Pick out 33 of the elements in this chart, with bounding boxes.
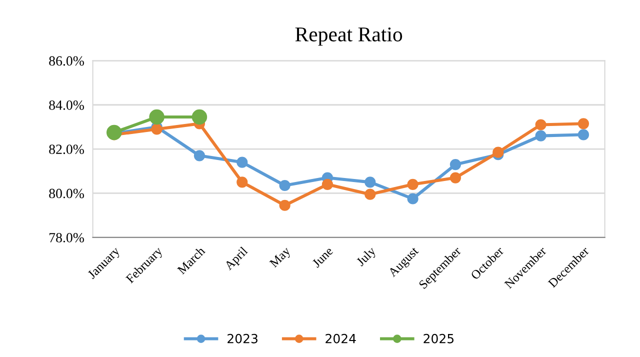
point [450,158,462,170]
point [578,129,590,140]
point [149,109,164,125]
point [151,124,162,135]
point [578,118,590,130]
point [364,176,376,188]
point [535,130,546,142]
y-tick-label: 80.0% [49,188,84,198]
point [192,109,208,125]
point [194,150,206,162]
point [236,176,248,188]
legend-label: 2023 [228,334,258,344]
x-tick-label: June [312,246,334,268]
x-tick-label: May [269,246,293,270]
point [322,178,334,190]
legend-label: 2024 [326,334,356,344]
point [535,119,546,130]
point [492,146,504,158]
point [407,178,418,190]
point [364,188,376,200]
x-tick-label: July [356,246,378,268]
point [450,172,462,184]
point [106,124,122,140]
chart-title: Repeat Ratio [295,27,402,46]
point [236,156,248,168]
point [279,180,290,192]
y-tick-label: 82.0% [49,144,84,154]
point [279,200,290,211]
point [407,193,418,204]
legend-label: 2025 [424,334,454,344]
y-tick-label: 86.0% [49,56,84,66]
y-tick-label: 84.0% [49,100,84,110]
y-tick-label: 78.0% [50,232,84,242]
